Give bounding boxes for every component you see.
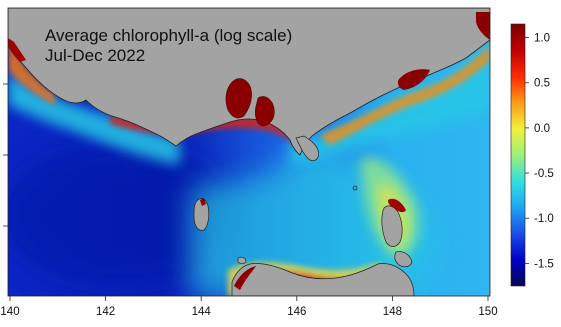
- x-tick-label: 144: [192, 306, 212, 318]
- x-axis: 140 142 144 146 148 150: [0, 296, 498, 318]
- tasmania-red-coast: [234, 266, 256, 290]
- west-coast-red: [8, 38, 26, 62]
- tasmania: [231, 263, 415, 296]
- x-tick-label: 146: [287, 306, 306, 318]
- northeast-corner-red: [476, 12, 490, 40]
- coastal-band-west: [8, 70, 180, 165]
- gippsland-lakes: [397, 69, 430, 90]
- plot-frame: [7, 7, 491, 297]
- king-island-red: [200, 198, 206, 206]
- map-panel: [8, 8, 490, 296]
- small-island-marker: [352, 185, 358, 191]
- hunter-islands: [237, 256, 247, 264]
- colorbar-tick-label: -1.0: [534, 213, 554, 225]
- flinders-island-red: [388, 198, 406, 213]
- western-port: [255, 96, 275, 127]
- colorbar-tick-label: 0.5: [534, 78, 550, 90]
- coastal-red-east: [320, 45, 490, 145]
- colorbar-tick-label: 0.0: [534, 123, 550, 135]
- offshore-low-chlorophyll: [8, 145, 240, 285]
- colorbar: 1.0 0.5 0.0 -0.5 -1.0 -1.5: [510, 23, 554, 287]
- mainland-australia: [8, 8, 490, 156]
- colorbar-tick-label: -0.5: [534, 168, 554, 180]
- port-phillip-bay: [225, 78, 252, 119]
- x-tick-label: 148: [383, 306, 402, 318]
- colorbar-tick-label: 1.0: [534, 33, 550, 45]
- cape-barren-island: [394, 251, 413, 268]
- map-subtitle: Jul-Dec 2022: [45, 46, 145, 65]
- x-tick-label: 140: [0, 306, 19, 318]
- colorbar-tick-label: -1.5: [534, 258, 554, 270]
- colorbar-ramp: [510, 23, 526, 287]
- x-tick-label: 142: [96, 306, 115, 318]
- x-tick-label: 150: [478, 306, 497, 318]
- king-island: [193, 198, 210, 231]
- coastal-red-west: [8, 40, 55, 105]
- wilsons-promontory: [295, 135, 319, 161]
- y-axis-ticks: [3, 83, 8, 227]
- map-title: Average chlorophyll-a (log scale): [45, 26, 292, 45]
